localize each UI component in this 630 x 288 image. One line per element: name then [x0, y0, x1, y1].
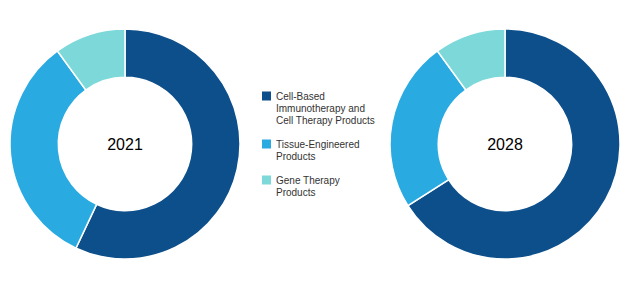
center-label: 2028 — [487, 136, 523, 153]
center-label: 2021 — [107, 136, 143, 153]
legend-label: Cell-BasedImmunotherapy andCell Therapy … — [276, 91, 375, 126]
legend-label: Gene TherapyProducts — [276, 175, 340, 198]
donut-slice: Gene Therapy Products — [57, 29, 125, 90]
legend-swatch — [262, 176, 271, 185]
chart-root: Cell-Based Immunotherapy and Cell Therap… — [0, 0, 630, 288]
donut: Cell-Based Immunotherapy and Cell Therap… — [10, 29, 240, 259]
legend-swatch — [262, 140, 271, 149]
donut: Cell-Based Immunotherapy and Cell Therap… — [390, 29, 620, 259]
legend-swatch — [262, 92, 271, 101]
legend-label: Tissue-EngineeredProducts — [276, 139, 360, 162]
background — [0, 0, 630, 288]
donut-slice: Gene Therapy Products — [437, 29, 505, 90]
legend: Cell-BasedImmunotherapy andCell Therapy … — [262, 91, 375, 198]
